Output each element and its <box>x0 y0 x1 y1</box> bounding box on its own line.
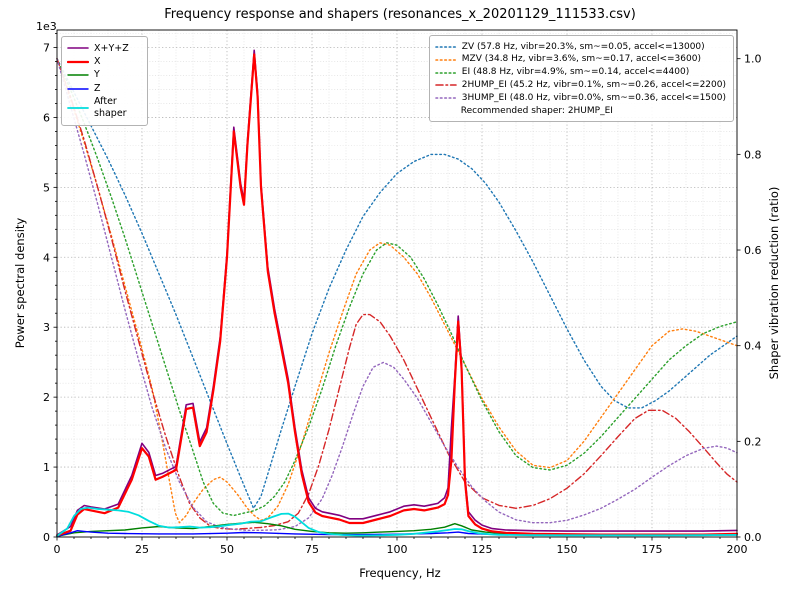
legend-item-label: ZV (57.8 Hz, vibr=20.3%, sm~=0.05, accel… <box>461 41 705 52</box>
chart-title: Frequency response and shapers (resonanc… <box>164 7 636 22</box>
legend-item-after_shaper: After shaper <box>67 96 140 120</box>
legend-line-sample <box>434 59 457 61</box>
series-mzv <box>56 58 738 524</box>
x-tick-label: 25 <box>135 543 149 556</box>
legend-psd: X+Y+Z X Y Z After shaper <box>61 36 148 127</box>
x-tick-label: 200 <box>727 543 748 556</box>
y-axis-offset-text: 1e3 <box>36 20 57 33</box>
y-right-axis-label: Shaper vibration reduction (ratio) <box>767 186 781 380</box>
legend-item-label: Z <box>94 82 101 94</box>
series-ei <box>56 58 738 517</box>
series-3hump_ei <box>56 58 738 531</box>
series-2hump_ei <box>56 58 738 530</box>
legend-item-2hump_ei: 2HUMP_EI (45.2 Hz, vibr=0.1%, sm~=0.26, … <box>434 79 726 91</box>
y-left-tick-label: 7 <box>43 41 50 54</box>
x-tick-label: 0 <box>54 543 61 556</box>
legend-line-sample <box>67 106 89 109</box>
y-left-tick-label: 6 <box>43 111 50 124</box>
legend-item-z: Z <box>67 83 140 95</box>
tick-labels: 0 25 50 75 100 125 150 175 200 0 1 2 3 4 5 6 7 0.0 0.2 0.4 0… <box>43 41 762 556</box>
legend-item-label: EI (48.8 Hz, vibr=4.9%, sm~=0.14, accel<… <box>461 67 690 77</box>
legend-item-label: X <box>94 55 101 67</box>
series-zv <box>56 58 738 509</box>
legend-item-label: After shaper <box>94 96 127 119</box>
legend-recommendation-note: Recommended shaper: 2HUMP_EI <box>460 105 613 116</box>
legend-item-3hump_ei: 3HUMP_EI (48.0 Hz, vibr=0.0%, sm~=0.36, … <box>434 92 726 104</box>
x-tick-label: 50 <box>220 543 234 556</box>
y-left-tick-label: 0 <box>43 531 50 544</box>
x-tick-label: 100 <box>387 543 408 556</box>
legend-item-x: X <box>67 56 140 68</box>
series-x <box>55 53 739 537</box>
x-tick-label: 150 <box>557 543 578 556</box>
legend-line-sample <box>434 97 457 99</box>
legend-line-sample <box>67 60 89 63</box>
legend-line-sample <box>67 74 89 76</box>
legend-line-sample <box>67 47 89 50</box>
y-left-tick-label: 5 <box>43 181 50 194</box>
legend-item-label: X+Y+Z <box>94 42 129 54</box>
legend-line-sample <box>67 87 89 90</box>
x-tick-label: 125 <box>472 543 493 556</box>
x-tick-label: 75 <box>305 543 319 556</box>
y-right-tick-label: 0.8 <box>744 148 762 161</box>
y-left-axis-label: Power spectral density <box>13 217 27 349</box>
legend-line-sample <box>434 84 457 87</box>
y-right-tick-label: 0.0 <box>744 531 762 544</box>
legend-item-ei: EI (48.8 Hz, vibr=4.9%, sm~=0.14, accel<… <box>434 67 726 78</box>
x-tick-label: 175 <box>642 543 663 556</box>
y-right-tick-label: 0.4 <box>744 340 762 353</box>
legend-item-label: 2HUMP_EI (45.2 Hz, vibr=0.1%, sm~=0.26, … <box>461 79 726 90</box>
y-right-tick-label: 0.2 <box>744 435 762 448</box>
series-after_shaper <box>56 506 738 537</box>
legend-item-x_y_z: X+Y+Z <box>67 43 140 55</box>
legend-item-y: Y <box>67 69 140 81</box>
legend-item-label: MZV (34.8 Hz, vibr=3.6%, sm~=0.17, accel… <box>461 54 701 65</box>
y-left-tick-label: 4 <box>43 251 50 264</box>
legend-item-label: Y <box>94 69 100 81</box>
y-right-tick-label: 0.6 <box>744 244 762 257</box>
legend-item-label: 3HUMP_EI (48.0 Hz, vibr=0.0%, sm~=0.36, … <box>461 92 726 103</box>
tick-marks <box>53 33 741 541</box>
legend-shapers: ZV (57.8 Hz, vibr=20.3%, sm~=0.05, accel… <box>428 35 734 122</box>
x-axis-label: Frequency, Hz <box>359 566 441 580</box>
y-left-tick-label: 2 <box>43 391 50 404</box>
y-right-tick-label: 1.0 <box>744 53 762 66</box>
legend-item-mzv: MZV (34.8 Hz, vibr=3.6%, sm~=0.17, accel… <box>434 54 726 65</box>
y-left-tick-label: 3 <box>43 321 50 334</box>
legend-line-sample <box>434 71 457 74</box>
legend-line-sample <box>434 46 457 48</box>
legend-item-zv: ZV (57.8 Hz, vibr=20.3%, sm~=0.05, accel… <box>434 41 726 53</box>
y-left-tick-label: 1 <box>43 461 50 474</box>
